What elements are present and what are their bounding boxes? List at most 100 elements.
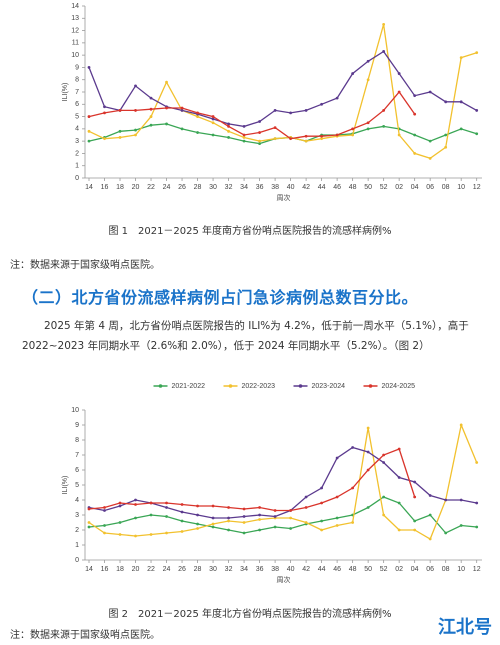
data-point	[211, 525, 215, 529]
data-point	[227, 136, 230, 139]
data-point	[475, 461, 479, 464]
x-tick-label: 28	[194, 566, 202, 573]
x-tick-label: 24	[163, 184, 171, 191]
data-point	[289, 137, 293, 141]
y-tick-label: 11	[72, 40, 79, 47]
data-point	[475, 132, 479, 136]
data-point	[320, 519, 324, 523]
data-point	[428, 513, 432, 517]
data-point	[118, 129, 122, 133]
data-point	[444, 100, 448, 104]
data-point	[413, 519, 417, 523]
x-tick-label: 22	[147, 184, 155, 191]
data-point	[397, 72, 401, 75]
x-tick-label: 46	[333, 184, 341, 191]
x-tick-label: 42	[302, 566, 310, 573]
data-point	[165, 515, 168, 518]
x-tick-label: 04	[411, 566, 419, 573]
data-point	[118, 504, 122, 508]
data-point	[227, 122, 230, 126]
x-tick-label: 14	[85, 184, 93, 191]
x-tick-label: 48	[349, 566, 357, 573]
y-tick-label: 10	[71, 407, 79, 414]
data-point	[87, 129, 91, 133]
data-point	[196, 115, 199, 118]
data-point	[242, 125, 246, 128]
data-point	[134, 84, 137, 88]
data-point	[382, 495, 386, 499]
y-tick-label: 9	[75, 64, 79, 71]
series-line	[88, 446, 477, 519]
series-line	[88, 496, 477, 534]
data-point	[335, 524, 339, 527]
data-point	[320, 134, 324, 138]
x-tick-label: 42	[302, 184, 310, 191]
data-point	[428, 139, 432, 143]
data-point	[242, 139, 246, 143]
data-point	[382, 23, 386, 26]
y-tick-label: 0	[75, 557, 79, 564]
note: 注：数据来源于国家级哨点医院。	[10, 260, 160, 271]
data-point	[397, 133, 401, 137]
data-point	[180, 109, 184, 112]
data-point	[459, 56, 463, 59]
x-tick-label: 12	[473, 566, 481, 573]
data-point	[304, 109, 308, 112]
y-tick-label: 0	[75, 175, 79, 182]
series-line	[88, 90, 416, 140]
data-point	[273, 515, 277, 518]
data-point	[87, 115, 91, 118]
data-point	[366, 450, 370, 454]
y-tick-label: 9	[75, 422, 79, 429]
x-tick-label: 36	[256, 184, 264, 191]
y-tick-label: 5	[75, 113, 79, 120]
x-tick-label: 34	[240, 184, 248, 191]
data-point	[134, 133, 137, 137]
data-point	[304, 139, 308, 143]
data-point	[335, 456, 339, 460]
data-point	[258, 513, 261, 517]
data-point	[103, 137, 106, 141]
x-axis-title: 周次	[277, 193, 291, 202]
data-point	[149, 501, 153, 505]
data-point	[118, 109, 122, 112]
x-tick-label: 30	[209, 566, 217, 573]
y-tick-label: 3	[75, 138, 79, 145]
data-point	[366, 121, 370, 125]
data-point	[134, 503, 137, 506]
y-tick-label: 1	[75, 542, 79, 549]
x-tick-label: 44	[318, 184, 326, 191]
x-tick-label: 36	[256, 566, 264, 573]
data-point	[351, 127, 355, 131]
x-tick-label: 14	[85, 566, 93, 573]
x-tick-label: 40	[287, 566, 295, 573]
y-tick-label: 8	[75, 437, 79, 444]
data-point	[304, 495, 308, 499]
data-point	[351, 521, 355, 524]
data-point	[103, 509, 106, 512]
data-point	[134, 109, 137, 112]
data-point	[118, 136, 122, 139]
data-point	[258, 139, 261, 143]
data-point	[134, 498, 137, 502]
x-tick-label: 50	[364, 566, 372, 573]
data-point	[165, 506, 168, 509]
data-point	[444, 531, 448, 535]
data-point	[258, 506, 261, 509]
data-point	[273, 126, 277, 130]
data-point	[134, 128, 137, 132]
data-point	[149, 96, 153, 100]
data-point	[366, 78, 370, 82]
x-tick-label: 26	[178, 566, 186, 573]
data-point	[413, 495, 417, 499]
data-point	[320, 486, 324, 490]
data-point	[211, 504, 215, 508]
data-point	[258, 120, 261, 123]
series-line	[88, 50, 478, 128]
data-point	[165, 501, 168, 505]
x-tick-label: 40	[287, 184, 295, 191]
data-point	[397, 501, 401, 505]
data-point	[196, 131, 199, 134]
data-point	[351, 133, 355, 137]
